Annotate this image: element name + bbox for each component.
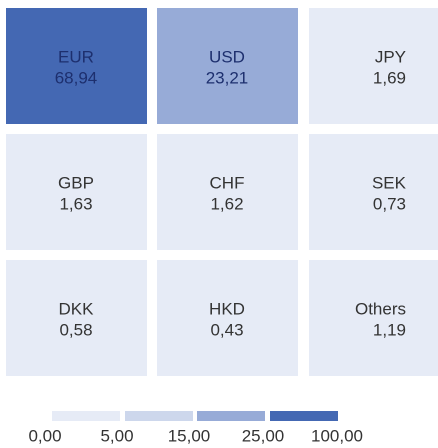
cell (157, 134, 298, 250)
cell-label: JPY (375, 47, 406, 66)
cell-value: 1,62 (210, 194, 243, 213)
cell-label: CHF (210, 173, 245, 192)
legend-tick-label: 25,00 (242, 426, 285, 445)
cell (157, 260, 298, 376)
cell (157, 8, 298, 124)
cell-value: 0,43 (210, 320, 243, 339)
cell-value: 1,63 (59, 194, 92, 213)
cell (6, 260, 147, 376)
cell-label: GBP (58, 173, 94, 192)
legend-swatch (270, 411, 338, 421)
cell-label: DKK (59, 299, 95, 318)
cell-value: 68,94 (55, 68, 98, 87)
cell-label: EUR (58, 47, 94, 66)
cell (309, 8, 438, 124)
legend-tick-label: 5,00 (100, 426, 133, 445)
cell-label: Others (355, 299, 406, 318)
cell-label: HKD (209, 299, 245, 318)
cell-value: 1,19 (373, 320, 406, 339)
legend-swatch (125, 411, 193, 421)
cell-value: 0,73 (373, 194, 406, 213)
cell (6, 8, 147, 124)
legend-tick-label: 100,00 (311, 426, 363, 445)
cell-value: 0,58 (59, 320, 92, 339)
cell-label: USD (209, 47, 245, 66)
legend-swatch (52, 411, 120, 421)
cell-label: SEK (372, 173, 407, 192)
cell (309, 260, 438, 376)
cell (309, 134, 438, 250)
cell-value: 1,69 (373, 68, 406, 87)
legend-tick-label: 15,00 (168, 426, 211, 445)
legend-tick-label: 0,00 (28, 426, 61, 445)
cell (6, 134, 147, 250)
cell-value: 23,21 (206, 68, 249, 87)
legend-swatch (197, 411, 265, 421)
